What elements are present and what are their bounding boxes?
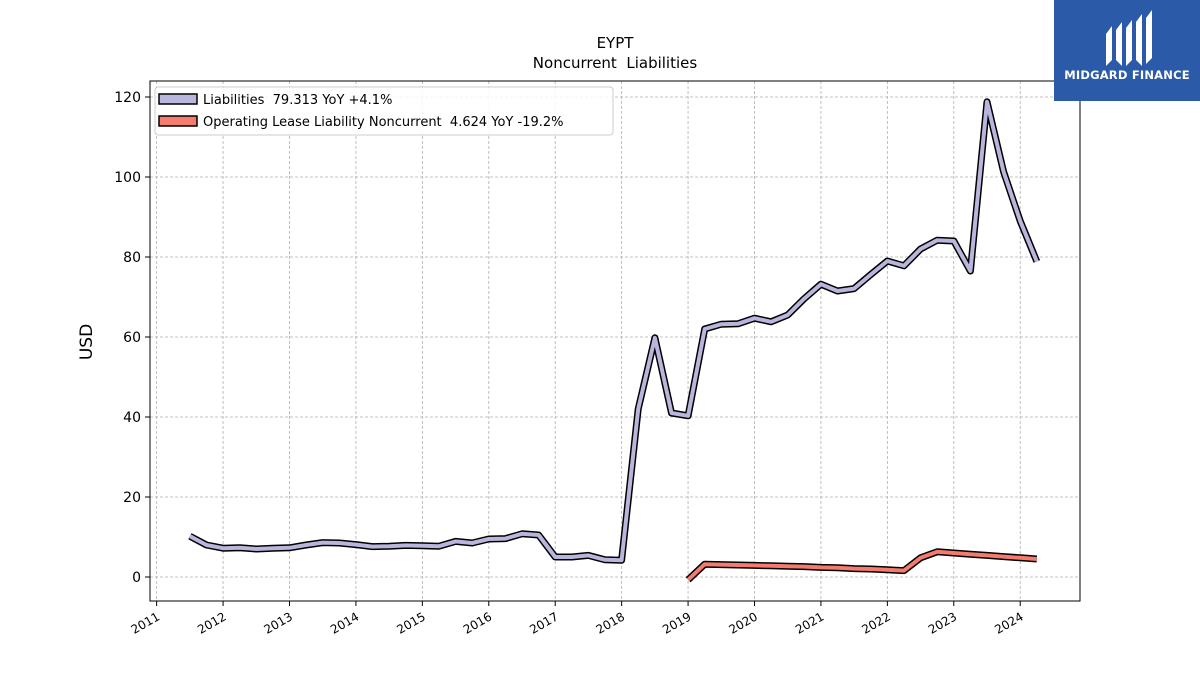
x-tick-label: 2013 [262, 609, 295, 636]
brand-name: MIDGARD FINANCE [1064, 68, 1190, 82]
chart-subtitle: Noncurrent Liabilities [533, 54, 698, 72]
series-line-outline-liabilities [188, 98, 1041, 564]
legend-label-operating-lease: Operating Lease Liability Noncurrent 4.6… [203, 115, 564, 130]
x-tick-label: 2023 [926, 609, 959, 636]
x-tick-label: 2018 [594, 609, 627, 636]
x-tick-label: 2014 [328, 609, 361, 636]
legend-swatch-liabilities [158, 93, 198, 105]
y-tick-label: 0 [132, 570, 141, 586]
x-axis: 2011 2012 2013 2014 2015 2016 2017 2018 2019 2020… [129, 601, 1026, 637]
grid-lines [150, 81, 1080, 601]
x-tick-label: 2011 [129, 609, 162, 636]
y-tick-label: 60 [123, 330, 141, 346]
y-tick-label: 100 [114, 170, 141, 186]
x-tick-label: 2016 [461, 609, 494, 636]
series-line-operating-lease [686, 549, 1037, 582]
legend-label-liabilities: Liabilities 79.313 YoY +4.1% [203, 93, 392, 108]
plot-frame [149, 80, 1081, 602]
x-tick-label: 2024 [992, 609, 1025, 636]
legend: Liabilities 79.313 YoY +4.1% Operating L… [154, 86, 614, 136]
chart-title: EYPT [597, 34, 635, 52]
series-line-liabilities [188, 99, 1039, 563]
x-tick-label: 2020 [727, 609, 760, 636]
y-axis: 0 20 40 60 80 100 120 [114, 90, 150, 586]
x-tick-label: 2017 [527, 609, 560, 636]
x-tick-label: 2015 [394, 609, 427, 636]
y-axis-label: USD [77, 324, 97, 360]
logo-mark-icon [1106, 10, 1152, 66]
x-tick-label: 2019 [660, 609, 693, 636]
y-tick-label: 20 [123, 490, 141, 506]
legend-box [154, 86, 614, 136]
y-tick-label: 120 [114, 90, 141, 106]
series-layer [188, 98, 1041, 583]
y-tick-label: 80 [123, 250, 141, 266]
legend-swatch-operating-lease [158, 115, 198, 127]
brand-logo: MIDGARD FINANCE [1054, 0, 1200, 101]
y-tick-label: 40 [123, 410, 141, 426]
x-tick-label: 2012 [195, 609, 228, 636]
x-tick-label: 2021 [793, 609, 826, 636]
x-tick-label: 2022 [859, 609, 892, 636]
